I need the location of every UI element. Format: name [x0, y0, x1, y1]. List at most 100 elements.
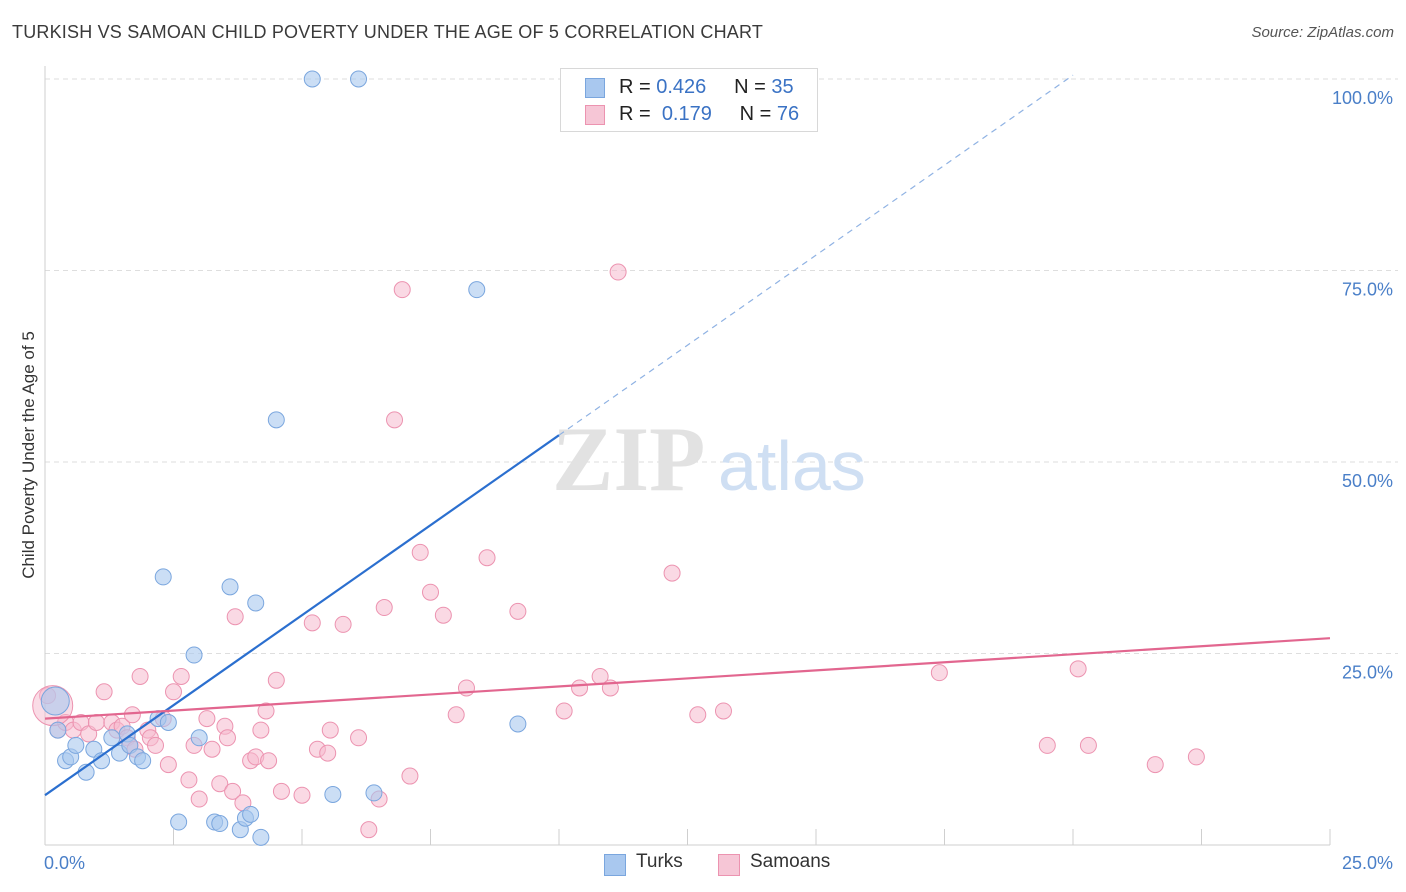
samoans-point	[1038, 736, 1056, 754]
samoans-point	[689, 706, 707, 724]
samoans-point	[198, 710, 216, 728]
samoans-n-value: 76	[776, 102, 800, 125]
turks-swatch	[585, 78, 605, 98]
turks-r-value: 0.426	[656, 75, 707, 98]
turks-point	[267, 411, 285, 429]
samoans-points	[32, 263, 1205, 839]
turks-trend-line	[44, 434, 560, 797]
legend-turks-text: R = 0.426 N = 35	[619, 76, 794, 99]
y-tick-label: 75.0%	[1342, 280, 1393, 300]
turks-point	[242, 805, 260, 823]
turks-point	[303, 70, 321, 88]
samoans-point	[571, 679, 589, 697]
samoans-r-value: 0.179	[661, 102, 712, 125]
samoans-point	[609, 263, 627, 281]
turks-point	[49, 721, 67, 739]
samoans-point	[411, 543, 429, 561]
turks-point	[221, 578, 239, 596]
samoans-point	[1079, 736, 1097, 754]
samoans-point	[131, 667, 149, 685]
samoans-point	[422, 583, 439, 601]
trend-lines	[44, 74, 1331, 797]
samoans-point	[350, 729, 368, 747]
turks-point	[365, 784, 383, 802]
samoans-point	[211, 775, 229, 793]
samoans-point	[257, 702, 275, 720]
turks-r-label: R =	[619, 75, 651, 98]
samoans-point	[272, 782, 290, 800]
samoans-point	[555, 702, 573, 720]
watermark-zip: ZIP	[552, 408, 705, 510]
samoans-point	[1187, 748, 1205, 766]
x-tick-label: 0.0%	[44, 853, 85, 873]
correlation-legend: R = 0.426 N = 35 R = 0.179 N = 76	[560, 68, 818, 132]
y-tick-label: 100.0%	[1332, 88, 1393, 108]
turks-point	[185, 646, 203, 664]
samoans-point	[447, 706, 465, 724]
samoans-point	[303, 614, 321, 632]
samoans-point	[386, 411, 404, 429]
samoans-r-label: R =	[619, 102, 651, 125]
legend-samoans-text: R = 0.179 N = 76	[619, 103, 799, 126]
legend-turks-swatch	[604, 854, 626, 876]
watermark-atlas: atlas	[718, 427, 866, 505]
samoans-point	[180, 771, 198, 789]
samoans-point	[393, 281, 411, 299]
samoans-point	[714, 702, 732, 720]
turks-point	[190, 729, 208, 747]
samoans-point	[218, 729, 236, 747]
samoans-point	[401, 767, 419, 785]
samoans-point	[267, 671, 285, 689]
samoans-point	[252, 721, 270, 739]
samoans-point	[95, 683, 113, 701]
turks-trend-extension	[558, 74, 1074, 436]
turks-point	[159, 713, 177, 731]
samoans-point	[509, 602, 527, 620]
samoans-point	[203, 740, 221, 758]
turks-point	[211, 815, 229, 833]
samoans-point	[319, 744, 337, 762]
turks-point	[170, 813, 188, 831]
samoans-point	[334, 615, 352, 633]
y-tick-label: 25.0%	[1342, 663, 1393, 683]
turks-n-value: 35	[771, 75, 794, 98]
samoans-point	[190, 790, 208, 808]
turks-point	[247, 594, 265, 612]
turks-point	[252, 828, 270, 846]
turks-n-label: N =	[734, 75, 766, 98]
source-credit: Source: ZipAtlas.com	[1251, 24, 1394, 41]
samoans-point	[159, 756, 177, 774]
turks-point	[350, 70, 368, 88]
samoans-point	[260, 752, 278, 770]
samoans-point	[1146, 756, 1164, 774]
samoans-point	[434, 606, 452, 624]
y-tick-label: 50.0%	[1342, 471, 1393, 491]
samoans-trend-line	[44, 637, 1331, 720]
legend-samoans-swatch	[718, 854, 740, 876]
turks-point	[67, 736, 85, 754]
turks-point	[154, 568, 172, 586]
turks-point	[40, 686, 70, 716]
watermark: ZIP atlas	[552, 408, 866, 510]
turks-point	[468, 281, 486, 299]
samoans-point	[360, 821, 378, 839]
turks-point	[324, 785, 342, 803]
samoans-point	[172, 667, 190, 685]
turks-point	[134, 752, 152, 770]
legend-samoans-label: Samoans	[750, 851, 831, 872]
samoans-point	[293, 786, 311, 804]
samoans-point	[375, 599, 393, 617]
samoans-point	[224, 782, 242, 800]
samoans-point	[478, 549, 496, 567]
samoans-point	[226, 608, 244, 626]
tick-labels: 25.0% 50.0% 75.0% 100.0% 0.0% 25.0%	[44, 88, 1393, 873]
samoans-n-label: N =	[739, 102, 772, 125]
samoans-swatch	[585, 105, 605, 125]
grid-lines	[45, 78, 1398, 654]
samoans-point	[123, 706, 141, 724]
x-tick-label: 25.0%	[1342, 853, 1393, 873]
legend-turks-label: Turks	[636, 851, 683, 872]
turks-points	[40, 70, 527, 846]
samoans-point	[321, 721, 339, 739]
